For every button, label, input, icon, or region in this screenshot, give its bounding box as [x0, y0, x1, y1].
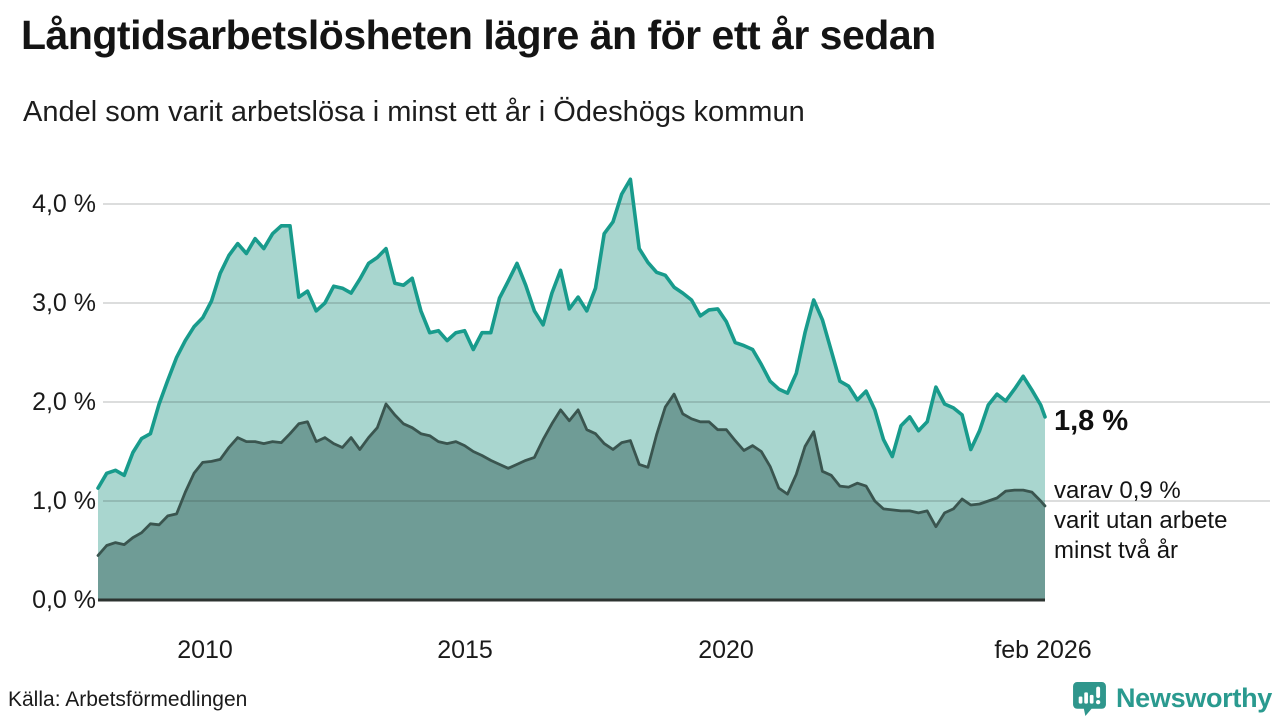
newsworthy-logo: Newsworthy	[1071, 680, 1272, 717]
x-tick-label: feb 2026	[994, 636, 1092, 664]
page-title: Långtidsarbetslösheten lägre än för ett …	[21, 12, 936, 58]
newsworthy-bubble-chart-icon	[1073, 682, 1106, 716]
y-tick-label: 0,0 %	[32, 586, 96, 614]
source-credit: Källa: Arbetsförmedlingen	[8, 688, 248, 711]
y-tick-label: 1,0 %	[32, 487, 96, 515]
latest-value-label: 1,8 %	[1054, 405, 1129, 437]
annotation-line: minst två år	[1054, 537, 1179, 564]
series-line-0	[96, 177, 1047, 490]
annotation-line: varav 0,9 %	[1054, 477, 1181, 504]
secondary-value-annotation: varav 0,9 % varit utan arbete minst två …	[1054, 476, 1274, 566]
x-tick-label: 2010	[177, 636, 233, 664]
series-line-1	[96, 392, 1047, 557]
brand-name: Newsworthy	[1115, 683, 1272, 713]
chart-subtitle: Andel som varit arbetslösa i minst ett å…	[23, 96, 805, 128]
y-tick-label: 2,0 %	[32, 388, 96, 416]
y-tick-label: 4,0 %	[32, 190, 96, 218]
x-tick-label: 2020	[698, 636, 754, 664]
y-tick-label: 3,0 %	[32, 289, 96, 317]
x-tick-label: 2015	[437, 636, 493, 664]
annotation-line: varit utan arbete	[1054, 507, 1228, 534]
